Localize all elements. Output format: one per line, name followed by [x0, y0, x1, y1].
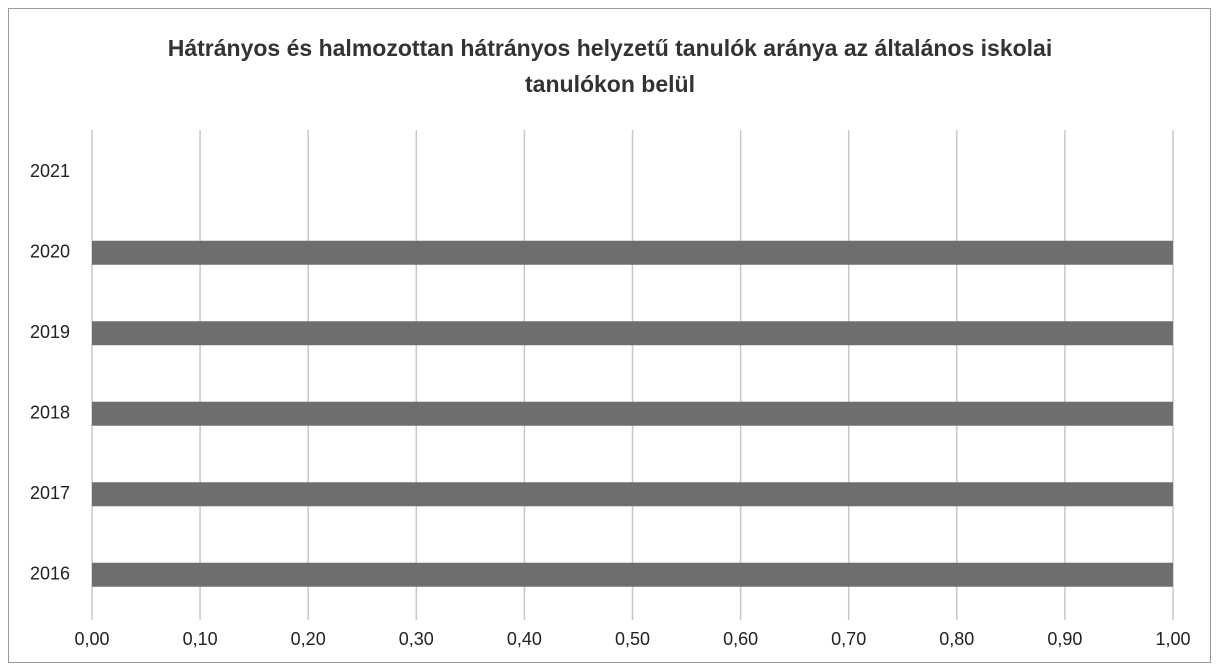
x-tick-label: 0,40 — [507, 629, 542, 649]
x-tick-label: 0,80 — [939, 629, 974, 649]
chart-frame — [8, 8, 1211, 663]
y-tick-label: 2018 — [30, 403, 70, 423]
x-tick-label: 0,50 — [615, 629, 650, 649]
bar — [92, 482, 1173, 507]
x-tick-label: 0,60 — [723, 629, 758, 649]
x-tick-label: 0,30 — [399, 629, 434, 649]
x-tick-label: 0,00 — [74, 629, 109, 649]
bar — [92, 240, 1173, 265]
y-tick-label: 2020 — [30, 242, 70, 262]
y-tick-label: 2016 — [30, 564, 70, 584]
x-tick-label: 0,70 — [831, 629, 866, 649]
bar — [92, 321, 1173, 346]
x-tick-label: 0,10 — [183, 629, 218, 649]
y-tick-label: 2017 — [30, 483, 70, 503]
chart-title: Hátrányos és halmozottan hátrányos helyz… — [167, 35, 1053, 97]
x-tick-label: 1,00 — [1155, 629, 1190, 649]
y-tick-label: 2019 — [30, 322, 70, 342]
y-tick-label: 2021 — [30, 161, 70, 181]
bar — [92, 401, 1173, 426]
bar — [92, 562, 1173, 587]
x-tick-label: 0,90 — [1047, 629, 1082, 649]
x-tick-label: 0,20 — [291, 629, 326, 649]
